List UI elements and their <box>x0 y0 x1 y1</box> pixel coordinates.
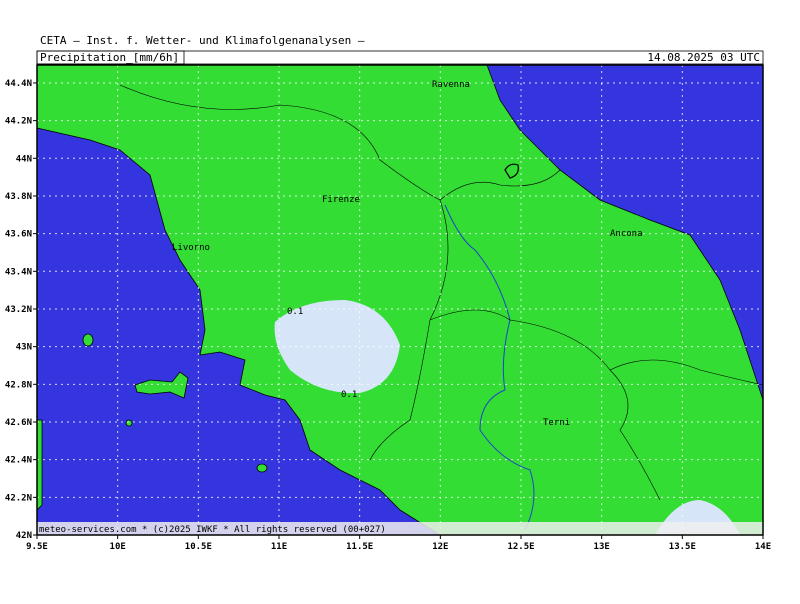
lat-label: 43.8N <box>5 192 32 202</box>
san-marino <box>504 163 519 179</box>
map: Ravenna Firenze Livorno Ancona Terni 0.1… <box>36 64 764 536</box>
header-title: CETA — Inst. f. Wetter- und Klimafolgena… <box>40 34 365 47</box>
lat-label: 43N <box>16 343 32 353</box>
city-label: Ancona <box>610 229 643 239</box>
footer-bar <box>37 522 763 535</box>
map-frame <box>36 64 764 536</box>
lon-label: 12.5E <box>507 542 534 552</box>
contour-label: 0.1 <box>287 307 303 317</box>
island <box>134 371 189 399</box>
city-label: Livorno <box>172 243 210 253</box>
island <box>256 463 268 473</box>
city-label: Firenze <box>322 195 360 205</box>
lat-label: 42N <box>16 531 32 541</box>
footer-credit: meteo-services.com * (c)2025 IWKF * All … <box>39 525 386 535</box>
contour-label: 0.1 <box>341 390 357 400</box>
lat-label: 43.2N <box>5 305 32 315</box>
lon-label: 9.5E <box>26 542 48 552</box>
lat-label: 43.6N <box>5 230 32 240</box>
lon-label: 13.5E <box>669 542 696 552</box>
island <box>125 419 133 427</box>
lon-label: 13E <box>594 542 610 552</box>
lon-label: 11E <box>271 542 287 552</box>
valid-time: 14.08.2025 03 UTC <box>647 51 760 64</box>
lat-label: 44.4N <box>5 79 32 89</box>
lon-label: 10E <box>110 542 126 552</box>
borders <box>119 84 764 501</box>
lon-label: 10.5E <box>185 542 212 552</box>
lon-label: 11.5E <box>346 542 373 552</box>
lat-label: 42.6N <box>5 418 32 428</box>
lat-label: 44.2N <box>5 117 32 127</box>
field-box <box>36 50 185 65</box>
island <box>82 333 94 347</box>
land <box>36 64 764 536</box>
lat-label: 42.8N <box>5 380 32 390</box>
grid <box>37 65 763 535</box>
city-label: Terni <box>543 418 570 428</box>
lat-label: 42.2N <box>5 493 32 503</box>
city-label: Ravenna <box>432 80 470 90</box>
lat-label: 43.4N <box>5 267 32 277</box>
field-name: Precipitation_[mm/6h] <box>40 51 179 64</box>
lon-label: 12E <box>432 542 448 552</box>
lat-label: 44N <box>16 154 32 164</box>
lon-label: 14E <box>755 542 771 552</box>
lat-label: 42.4N <box>5 456 32 466</box>
river <box>444 204 535 531</box>
axes: 44.4N 44.2N 44N 43.8N 43.6N 43.4N 43.2N 43N 42.8… <box>5 79 771 552</box>
